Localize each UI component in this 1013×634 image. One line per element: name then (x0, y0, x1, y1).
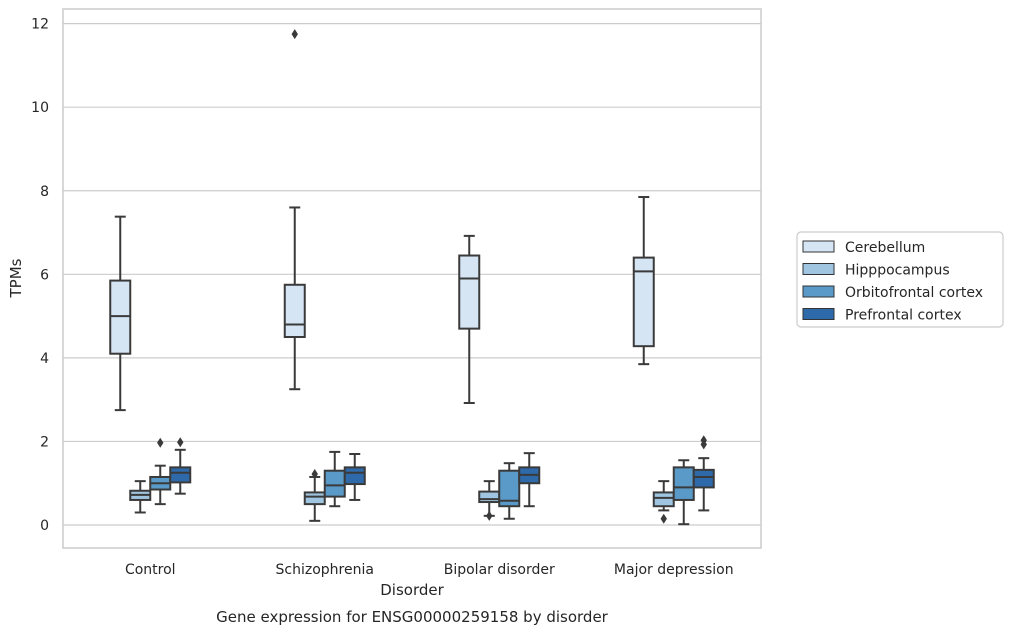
x-tick-label: Control (125, 562, 176, 578)
outlier-point (486, 510, 493, 521)
legend-box (796, 231, 1004, 328)
x-axis-title: Disorder (380, 581, 444, 599)
legend-label: Cerebellum (845, 240, 925, 256)
y-tick-label: 2 (40, 434, 49, 450)
box-iqr (323, 469, 346, 498)
legend-swatch (802, 263, 835, 275)
plot-background (63, 9, 761, 548)
x-tick-label: Major depression (614, 562, 734, 578)
legend-swatch (802, 240, 835, 253)
box-2-0 (458, 234, 481, 405)
outlier-point (157, 437, 164, 448)
outlier-point (700, 435, 707, 446)
y-axis-title: TPMs (7, 258, 25, 298)
box-0-1 (129, 480, 152, 514)
x-tick-label: Bipolar disorder (444, 562, 555, 578)
legend-swatch (802, 308, 835, 320)
legend-label: Orbitofrontal cortex (845, 285, 983, 301)
y-tick-label: 10 (31, 100, 49, 116)
box-iqr (478, 490, 501, 504)
y-tick-label: 6 (40, 267, 49, 283)
box-iqr (692, 468, 715, 489)
box-1-1 (303, 469, 326, 522)
legend-swatch (802, 285, 835, 298)
box-iqr (672, 466, 695, 501)
legend-label: Hipppocampus (845, 263, 950, 279)
outlier-point (291, 29, 298, 40)
box-2-2 (498, 462, 521, 520)
outlier-point (177, 437, 184, 448)
box-iqr (343, 466, 366, 486)
outlier-point (660, 513, 667, 524)
box-3-3 (692, 435, 715, 512)
box-0-0 (109, 215, 132, 412)
legend-label: Prefrontal cortex (845, 308, 962, 324)
outlier-point (311, 469, 318, 480)
y-tick-label: 8 (40, 184, 49, 200)
y-tick-label: 4 (40, 351, 49, 367)
y-tick-label: 0 (40, 518, 49, 534)
box-iqr (169, 466, 192, 484)
box-iqr (652, 491, 675, 508)
box-1-0 (283, 29, 306, 391)
box-0-2 (149, 437, 172, 506)
x-tick-label: Schizophrenia (276, 562, 374, 578)
y-tick-label: 12 (31, 17, 49, 33)
box-iqr (458, 254, 481, 330)
box-iqr (632, 256, 655, 348)
box-3-0 (632, 196, 655, 366)
box-0-3 (169, 437, 192, 495)
box-iqr (283, 283, 306, 338)
box-iqr (498, 469, 521, 508)
y-tick-labels: 0 2 4 6 8 10 12 (31, 17, 49, 534)
box-iqr (109, 279, 132, 355)
x-tick-labels: Control Schizophrenia Bipolar disorder Majo… (125, 562, 734, 578)
box-marks (109, 29, 715, 526)
plot-frame (62, 8, 762, 549)
box-2-3 (518, 452, 541, 508)
box-iqr (303, 491, 326, 506)
legend: Cerebellum Hipppocampus Orbitofrontal cort… (796, 231, 1004, 328)
box-1-3 (343, 452, 366, 501)
chart-caption: Gene expression for ENSG00000259158 by d… (216, 608, 609, 626)
